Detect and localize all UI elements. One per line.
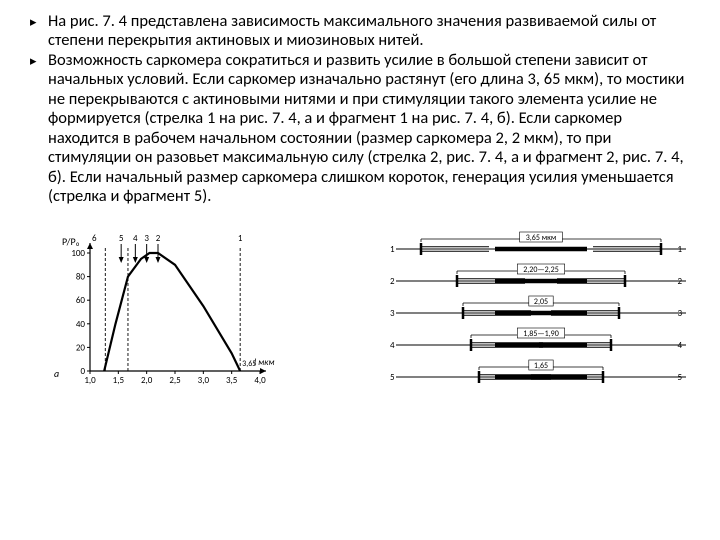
svg-text:5: 5 (677, 372, 682, 383)
svg-text:3,5: 3,5 (226, 375, 238, 386)
svg-text:3,0: 3,0 (198, 375, 210, 386)
svg-text:P/P₀: P/P₀ (62, 235, 80, 248)
svg-text:1: 1 (390, 244, 395, 255)
svg-text:a: a (54, 367, 59, 380)
svg-text:3: 3 (677, 308, 682, 319)
text-block: ▸ На рис. 7. 4 представлена зависимость … (48, 12, 690, 207)
svg-text:60: 60 (76, 295, 86, 306)
svg-text:1: 1 (238, 233, 243, 244)
svg-text:6: 6 (92, 233, 97, 244)
svg-text:l мкм: l мкм (254, 357, 274, 368)
svg-text:2,05: 2,05 (534, 297, 548, 307)
svg-text:2: 2 (390, 276, 395, 287)
svg-text:4,0: 4,0 (254, 375, 266, 386)
svg-text:2,20—2,25: 2,20—2,25 (523, 265, 559, 275)
svg-text:4: 4 (133, 233, 138, 244)
bullet-item: ▸ На рис. 7. 4 представлена зависимость … (48, 12, 690, 51)
svg-text:2: 2 (156, 233, 161, 244)
force-length-graph: 1008060402001,01,52,02,53,03,54,0543213,… (48, 221, 278, 396)
svg-text:1,85—1,90: 1,85—1,90 (523, 329, 559, 339)
svg-text:1,0: 1,0 (84, 375, 96, 386)
svg-text:3: 3 (390, 308, 395, 319)
sarcomere-diagram: 3,65 мкм 1 1 2,20—2,25 2 2 2,05 3 3 1,85—1,90 4 4 1,… (386, 223, 686, 393)
svg-text:40: 40 (76, 318, 86, 329)
bullet-marker: ▸ (30, 12, 48, 51)
svg-text:3,65 мкм: 3,65 мкм (526, 233, 557, 243)
svg-text:4: 4 (390, 340, 395, 351)
bullet-item: ▸ Возможность саркомера сократиться и ра… (48, 51, 690, 207)
svg-text:3: 3 (144, 233, 149, 244)
svg-text:1,65: 1,65 (534, 361, 548, 371)
svg-text:2,5: 2,5 (169, 375, 181, 386)
slide: ▸ На рис. 7. 4 представлена зависимость … (0, 0, 720, 540)
bullet-text: На рис. 7. 4 представлена зависимость ма… (48, 12, 690, 51)
svg-text:2,0: 2,0 (141, 375, 153, 386)
svg-text:1,5: 1,5 (113, 375, 125, 386)
svg-text:20: 20 (76, 342, 86, 353)
bullet-text: Возможность саркомера сократиться и разв… (48, 51, 690, 207)
svg-text:4: 4 (677, 340, 682, 351)
svg-text:2: 2 (677, 276, 682, 287)
bullet-marker: ▸ (30, 51, 48, 207)
svg-text:1: 1 (677, 244, 682, 255)
svg-text:5: 5 (119, 233, 124, 244)
figures-row: 1008060402001,01,52,02,53,03,54,0543213,… (48, 221, 690, 396)
svg-text:100: 100 (71, 248, 85, 259)
svg-text:80: 80 (76, 271, 86, 282)
svg-text:5: 5 (390, 372, 395, 383)
